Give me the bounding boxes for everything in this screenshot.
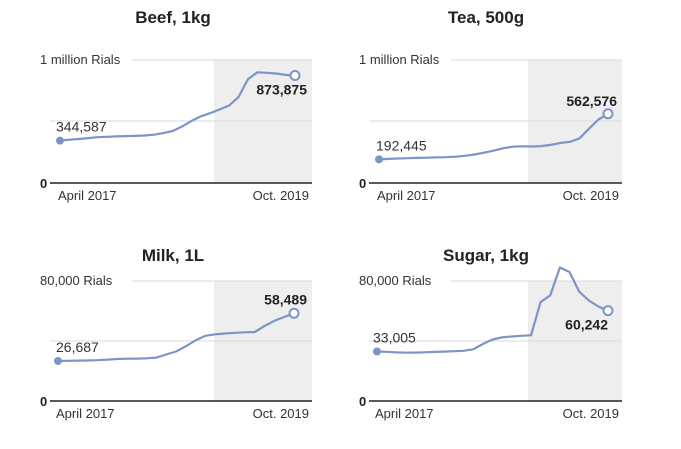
x-tick-start-label: April 2017 (58, 188, 117, 203)
end-point (602, 305, 614, 317)
chart-title: Sugar, 1kg (443, 246, 529, 265)
series-line (375, 266, 610, 354)
end-value-label: 562,576 (566, 93, 617, 109)
start-point (54, 356, 62, 365)
chart-panel-1: Beef, 1kg 1 million Rials 0 April 2017 Oct. … (40, 8, 312, 203)
chart-title: Tea, 500g (448, 8, 524, 27)
series-line (58, 71, 297, 142)
x-tick-start-label: April 2017 (56, 406, 115, 421)
y-axis-max-label: 80,000 Rials (40, 273, 113, 288)
start-value-label: 192,445 (376, 137, 427, 153)
x-tick-end-label: Oct. 2019 (253, 406, 309, 421)
series-line (377, 112, 610, 161)
start-value-label: 344,587 (56, 119, 107, 135)
y-axis-zero-label: 0 (359, 176, 366, 191)
start-point (56, 136, 64, 145)
chart-panel-4: Sugar, 1kg 80,000 Rials 0 April 2017 Oct. 20… (359, 246, 622, 421)
end-point (288, 307, 300, 319)
end-value-label: 58,489 (264, 291, 307, 307)
end-value-label: 60,242 (565, 317, 608, 333)
chart-panel-2: Tea, 500g 1 million Rials 0 April 2017 Oct. … (359, 8, 622, 203)
x-tick-end-label: Oct. 2019 (563, 406, 619, 421)
start-value-label: 33,005 (373, 329, 416, 345)
x-tick-end-label: Oct. 2019 (253, 188, 309, 203)
x-tick-start-label: April 2017 (377, 188, 436, 203)
x-tick-start-label: April 2017 (375, 406, 434, 421)
start-value-label: 26,687 (56, 339, 99, 355)
series-line (56, 312, 296, 363)
end-point (602, 108, 614, 120)
start-point (373, 347, 381, 356)
y-axis-zero-label: 0 (40, 394, 47, 409)
end-point (289, 70, 301, 82)
x-tick-end-label: Oct. 2019 (563, 188, 619, 203)
chart-title: Beef, 1kg (135, 8, 211, 27)
y-axis-max-label: 80,000 Rials (359, 273, 432, 288)
chart-title: Milk, 1L (142, 246, 204, 265)
y-axis-max-label: 1 million Rials (359, 52, 440, 67)
end-value-label: 873,875 (256, 82, 307, 98)
chart-panel-3: Milk, 1L 80,000 Rials 0 April 2017 Oct. 2019… (40, 246, 312, 421)
y-axis-zero-label: 0 (40, 176, 47, 191)
y-axis-max-label: 1 million Rials (40, 52, 121, 67)
y-axis-zero-label: 0 (359, 394, 366, 409)
start-point (375, 155, 383, 164)
